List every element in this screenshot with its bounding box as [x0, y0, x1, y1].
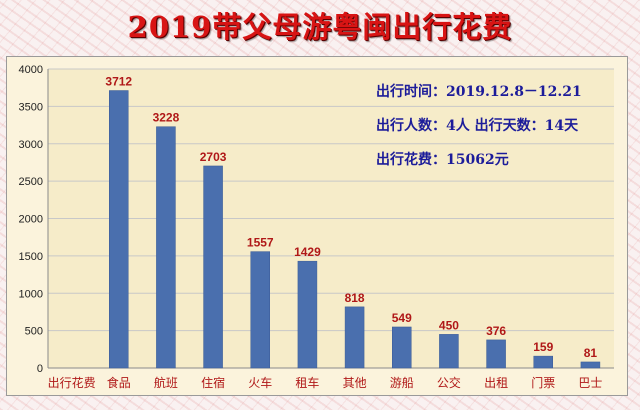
data-label: 159	[533, 340, 553, 354]
x-tick-label: 游船	[390, 376, 414, 390]
data-label: 2703	[200, 150, 227, 164]
page-title: 2019带父母游粤闽出行花费	[127, 10, 513, 44]
data-label: 1557	[247, 236, 274, 250]
bar	[392, 326, 412, 369]
y-tick-label: 3500	[19, 101, 43, 113]
data-label: 450	[439, 318, 459, 332]
x-tick-label: 出行花费	[48, 375, 96, 390]
data-label: 3228	[153, 111, 180, 125]
y-tick-label: 1000	[19, 288, 43, 300]
bar	[156, 126, 176, 369]
x-tick-label: 出租	[484, 376, 508, 390]
y-tick-label: 4000	[19, 64, 43, 76]
bar	[250, 251, 270, 369]
x-tick-label: 门票	[531, 375, 555, 390]
data-label: 818	[345, 291, 365, 305]
bar	[580, 361, 601, 369]
data-label: 376	[486, 324, 506, 338]
trip-total-cost-text: 出行花费：15062元	[376, 152, 509, 168]
bar	[109, 90, 129, 369]
y-tick-label: 1500	[19, 251, 43, 263]
x-tick-label: 公交	[437, 375, 461, 390]
data-label: 81	[584, 346, 598, 360]
trip-info-box: 出行时间：2019.12.8－12.21 出行人数：4人 出行天数：14天 出行…	[376, 82, 582, 184]
x-tick-label: 火车	[248, 375, 272, 390]
data-label: 1429	[294, 245, 321, 259]
data-label: 3712	[105, 75, 132, 89]
y-tick-label: 0	[37, 363, 43, 375]
bar	[297, 260, 318, 369]
y-tick-label: 3000	[19, 139, 43, 151]
trip-dates-text: 出行时间：2019.12.8－12.21	[376, 84, 582, 100]
bar	[344, 306, 365, 369]
data-label: 549	[392, 311, 412, 325]
x-tick-label: 其他	[343, 376, 367, 390]
trip-people-days-text: 出行人数：4人 出行天数：14天	[376, 118, 579, 134]
bar	[203, 165, 223, 369]
y-tick-label: 2000	[19, 214, 43, 226]
bar	[533, 355, 553, 369]
x-tick-label: 租车	[295, 375, 319, 390]
y-tick-label: 2500	[19, 176, 43, 188]
x-tick-label: 住宿	[201, 375, 225, 390]
x-tick-label: 食品	[107, 375, 131, 390]
x-tick-label: 巴士	[578, 376, 602, 390]
y-tick-label: 500	[25, 326, 43, 338]
bar	[439, 334, 459, 369]
x-tick-label: 航班	[154, 375, 178, 390]
bar	[486, 339, 506, 369]
